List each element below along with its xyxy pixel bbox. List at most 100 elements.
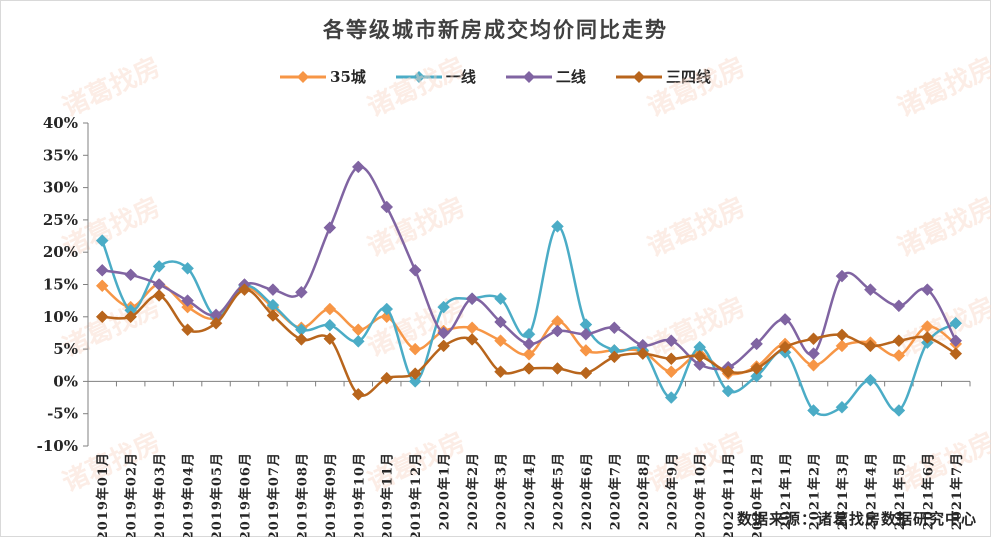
x-tick-label: 2021年4月: [863, 452, 879, 530]
data-point: [522, 337, 536, 351]
data-point: [323, 318, 337, 332]
watermark: 诸葛找房: [58, 52, 165, 123]
data-point: [750, 362, 763, 375]
x-tick-label: 2021年3月: [835, 452, 851, 530]
data-point: [579, 366, 593, 380]
data-point: [408, 375, 422, 388]
data-point: [664, 334, 678, 348]
y-tick-label: 35%: [43, 146, 78, 164]
data-point: [351, 323, 365, 337]
legend-swatch: [395, 70, 442, 83]
x-tick-label: 2020年11月: [721, 452, 737, 537]
y-tick-label: 0%: [53, 372, 78, 390]
legend-item: 二线: [505, 66, 586, 87]
series-2: [95, 220, 963, 417]
data-point: [551, 362, 564, 375]
series-3: [95, 160, 963, 374]
data-point: [380, 302, 394, 316]
data-point: [494, 365, 507, 379]
data-point: [522, 347, 536, 361]
data-point: [608, 350, 621, 364]
data-point: [494, 315, 507, 329]
data-point: [778, 340, 792, 354]
data-point: [181, 300, 194, 314]
x-tick-label: 2020年8月: [636, 452, 652, 530]
watermark: 诸葛找房: [893, 52, 991, 123]
data-point: [551, 324, 564, 338]
data-point: [835, 328, 849, 342]
data-point: [437, 326, 450, 340]
data-point: [152, 289, 166, 302]
data-point: [95, 234, 109, 247]
data-point: [152, 278, 166, 291]
data-point: [181, 323, 194, 337]
legend-item: 三四线: [615, 66, 711, 87]
legend-item: 35城: [280, 66, 366, 87]
data-point: [807, 358, 820, 372]
x-tick-label: 2020年5月: [550, 452, 566, 530]
source-text: 数据来源：诸葛找房数据研究中心: [736, 510, 977, 528]
data-point: [494, 292, 507, 306]
data-point: [351, 334, 365, 348]
y-tick-label: 40%: [43, 114, 78, 132]
x-tick-label: 2021年5月: [892, 452, 908, 530]
data-point: [693, 349, 707, 363]
y-tick-label: 30%: [43, 179, 78, 197]
data-point: [835, 400, 849, 414]
data-point: [351, 160, 365, 174]
watermark: 诸葛找房: [363, 52, 470, 123]
data-point: [693, 358, 707, 371]
data-point: [892, 404, 906, 417]
x-tick-label: 2021年2月: [807, 452, 823, 530]
data-point: [664, 391, 678, 404]
legend-swatch: [505, 70, 552, 83]
y-tick-label: 20%: [43, 243, 78, 261]
data-point: [351, 387, 365, 401]
data-point: [238, 283, 251, 297]
x-tick-label: 2020年7月: [607, 452, 623, 530]
data-point: [920, 283, 934, 297]
data-point: [181, 261, 194, 275]
x-tick-label: 2020年10月: [693, 452, 709, 537]
data-point: [465, 333, 479, 346]
data-point: [835, 269, 849, 283]
data-point: [152, 260, 166, 273]
data-point: [380, 371, 394, 385]
watermark: 诸葛找房: [893, 192, 991, 263]
x-tick-label: 2019年05月: [209, 452, 225, 537]
data-point: [892, 349, 906, 362]
data-point: [807, 404, 820, 417]
data-point: [721, 384, 735, 398]
data-point: [807, 347, 820, 360]
data-point: [949, 347, 963, 360]
data-point: [295, 333, 308, 346]
data-point: [266, 283, 280, 297]
data-point: [295, 285, 308, 299]
data-point: [778, 313, 792, 326]
x-tick-label: 2019年07月: [266, 452, 282, 537]
data-point: [664, 365, 678, 379]
data-point: [95, 263, 109, 277]
legend-swatch: [280, 70, 327, 83]
x-tick-label: 2019年03月: [152, 452, 168, 537]
x-tick-label: 2020年2月: [465, 452, 481, 530]
data-point: [892, 334, 906, 348]
data-point: [181, 294, 194, 308]
data-point: [551, 220, 564, 233]
data-point: [266, 309, 280, 322]
data-point: [209, 316, 223, 330]
legend-label: 二线: [555, 68, 586, 86]
data-point: [892, 299, 906, 313]
legend-label: 35城: [330, 68, 366, 86]
data-point: [664, 352, 678, 366]
data-point: [380, 200, 394, 214]
x-tick-label: 2019年01月: [95, 452, 111, 537]
data-point: [323, 302, 337, 316]
data-point: [579, 344, 593, 357]
x-tick-label: 2019年09月: [323, 452, 339, 537]
data-point: [465, 292, 479, 306]
legend-swatch: [615, 70, 662, 83]
y-tick-label: 10%: [43, 308, 78, 326]
data-point: [864, 373, 877, 387]
